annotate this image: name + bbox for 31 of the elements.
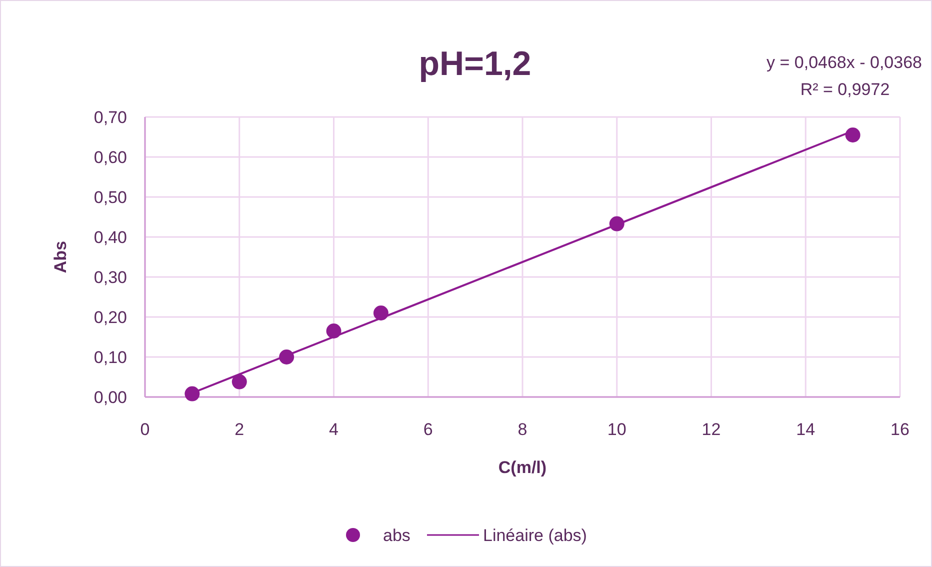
x-tick-label: 0 bbox=[140, 420, 150, 439]
text: R² = 0,9972 bbox=[800, 80, 890, 99]
x-axis-title: C(m/l) bbox=[498, 458, 547, 477]
point bbox=[326, 324, 342, 338]
legend-label: Linéaire (abs) bbox=[483, 526, 587, 545]
x-tick-label: 14 bbox=[796, 420, 816, 439]
y-tick-label: 0,10 bbox=[94, 348, 127, 367]
x-tick-label: 4 bbox=[329, 420, 338, 439]
x-tick-label: 12 bbox=[702, 420, 721, 439]
legend-label: abs bbox=[383, 526, 410, 545]
point bbox=[184, 386, 200, 402]
point bbox=[232, 374, 247, 390]
point bbox=[279, 350, 294, 364]
y-tick-label: 0,60 bbox=[94, 148, 127, 167]
point bbox=[845, 128, 860, 142]
y-tick-label: 0,20 bbox=[94, 308, 127, 327]
y-tick-label: 0,50 bbox=[94, 188, 127, 207]
point bbox=[373, 306, 388, 320]
x-tick-label: 2 bbox=[234, 420, 244, 439]
y-tick-label: 0,40 bbox=[94, 228, 127, 247]
y-tick-label: 0,30 bbox=[94, 268, 127, 287]
point bbox=[609, 216, 624, 232]
y-axis-title: Abs bbox=[51, 240, 70, 274]
y-tick-label: 0,70 bbox=[94, 108, 127, 127]
text: y = 0,0468x - 0,0368 bbox=[766, 53, 922, 72]
y-tick-label: 0,00 bbox=[94, 388, 127, 407]
chart-title: pH=1,2 bbox=[418, 45, 532, 83]
x-tick-label: 10 bbox=[607, 420, 626, 439]
x-tick-label: 6 bbox=[423, 420, 433, 439]
x-tick-label: 8 bbox=[518, 420, 528, 439]
x-tick-label: 16 bbox=[890, 420, 910, 439]
